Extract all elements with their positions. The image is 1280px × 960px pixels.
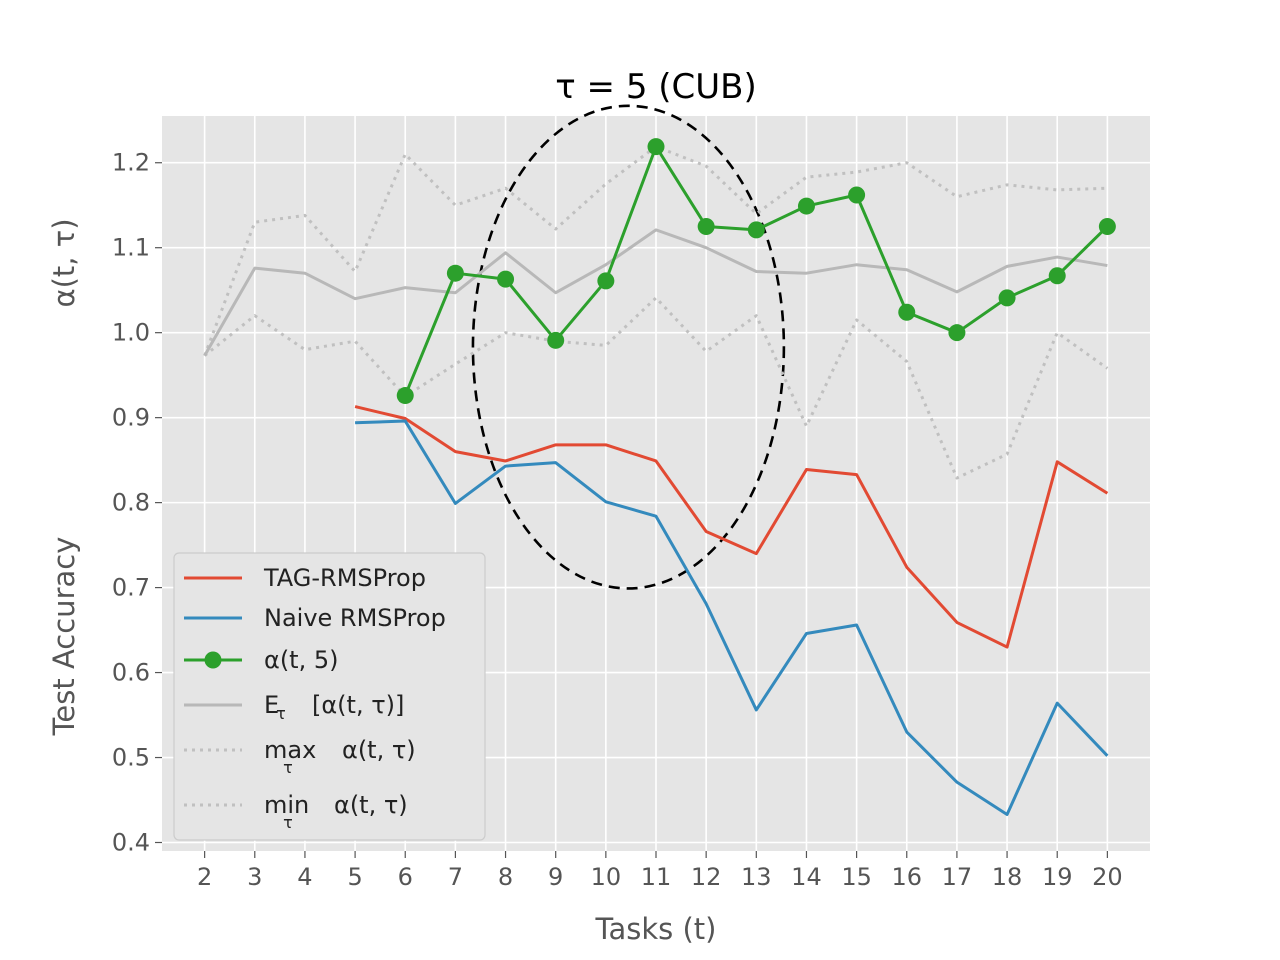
series-line-e-t [203,228,1108,357]
annotation-layer [471,104,786,590]
x-tick-label: 9 [548,863,563,891]
legend-label: Naive RMSProp [264,604,446,632]
x-tick-label: 5 [347,863,362,891]
x-axis-ticks: 2 3 4 5 6 7 8 9 10 11 12 13 14 15 16 17 18 19 20 [197,851,1123,891]
legend: TAG-RMSProp Naive RMSProp α(t, 5) Eτ [α(t, τ… [173,552,486,841]
y-tick-label: 0.9 [112,404,150,432]
data-point [948,324,966,342]
data-point [848,186,866,204]
legend-label-tail: α(t, τ) [342,736,416,764]
y-tick-label: 1.1 [112,234,150,262]
data-point [747,221,765,239]
y-tick-label: 1.2 [112,149,150,177]
grid [162,116,1150,851]
y-axis-label-alpha: α(t, τ) [47,218,81,307]
x-tick-label: 18 [992,863,1023,891]
series-line-naive-rmsprop [355,419,1109,816]
x-tick-label: 15 [841,863,872,891]
data-point [898,303,916,321]
data-point [998,289,1016,307]
data-point [697,217,715,235]
y-axis-label-accuracy: Test Accuracy [47,537,81,737]
x-tick-label: 4 [297,863,312,891]
legend-box [173,552,486,841]
legend-label: max [264,736,316,764]
x-tick-label: 2 [197,863,212,891]
y-axis-ticks: 0.4 0.5 0.6 0.7 0.8 0.9 1.0 1.1 1.2 [112,149,162,857]
x-tick-label: 10 [591,863,622,891]
legend-label: min [264,791,309,819]
x-tick-label: 14 [791,863,822,891]
data-point [547,331,565,349]
legend-label: TAG-RMSProp [263,564,426,592]
x-tick-label: 3 [247,863,262,891]
data-point [497,270,515,288]
data-point [597,272,615,290]
y-tick-label: 0.8 [112,489,150,517]
legend-label: α(t, 5) [264,646,338,674]
y-tick-label: 0.6 [112,659,150,687]
data-point [797,197,815,215]
x-tick-label: 6 [398,863,413,891]
x-tick-label: 19 [1042,863,1073,891]
data-point [1098,217,1116,235]
legend-label-tail: α(t, τ) [334,791,408,819]
series-line-tag-rmsprop [354,405,1109,649]
x-tick-label: 11 [641,863,672,891]
data-point [446,264,464,282]
series-line-min-t [203,296,1109,480]
data-point [396,387,414,405]
x-tick-label: 8 [498,863,513,891]
x-tick-label: 20 [1092,863,1123,891]
legend-label: E [264,691,279,719]
data-point [1048,267,1066,285]
legend-marker [204,651,222,669]
x-tick-label: 17 [942,863,973,891]
legend-subscript: τ [283,758,293,777]
x-axis-label: Tasks (t) [595,912,717,946]
y-tick-label: 0.7 [112,574,150,602]
series-layer [203,138,1116,816]
x-tick-label: 13 [741,863,772,891]
legend-subscript: τ [276,704,286,723]
x-tick-label: 16 [891,863,922,891]
data-point [647,138,665,156]
legend-subscript: τ [283,813,293,832]
legend-label-tail: [α(t, τ)] [312,691,404,719]
annotation-ellipse [471,104,786,590]
y-tick-label: 0.5 [112,744,150,772]
x-tick-label: 7 [448,863,463,891]
chart-title: τ = 5 (CUB) [555,67,757,107]
y-tick-label: 0.4 [112,829,150,857]
y-tick-label: 1.0 [112,319,150,347]
x-tick-label: 12 [691,863,722,891]
